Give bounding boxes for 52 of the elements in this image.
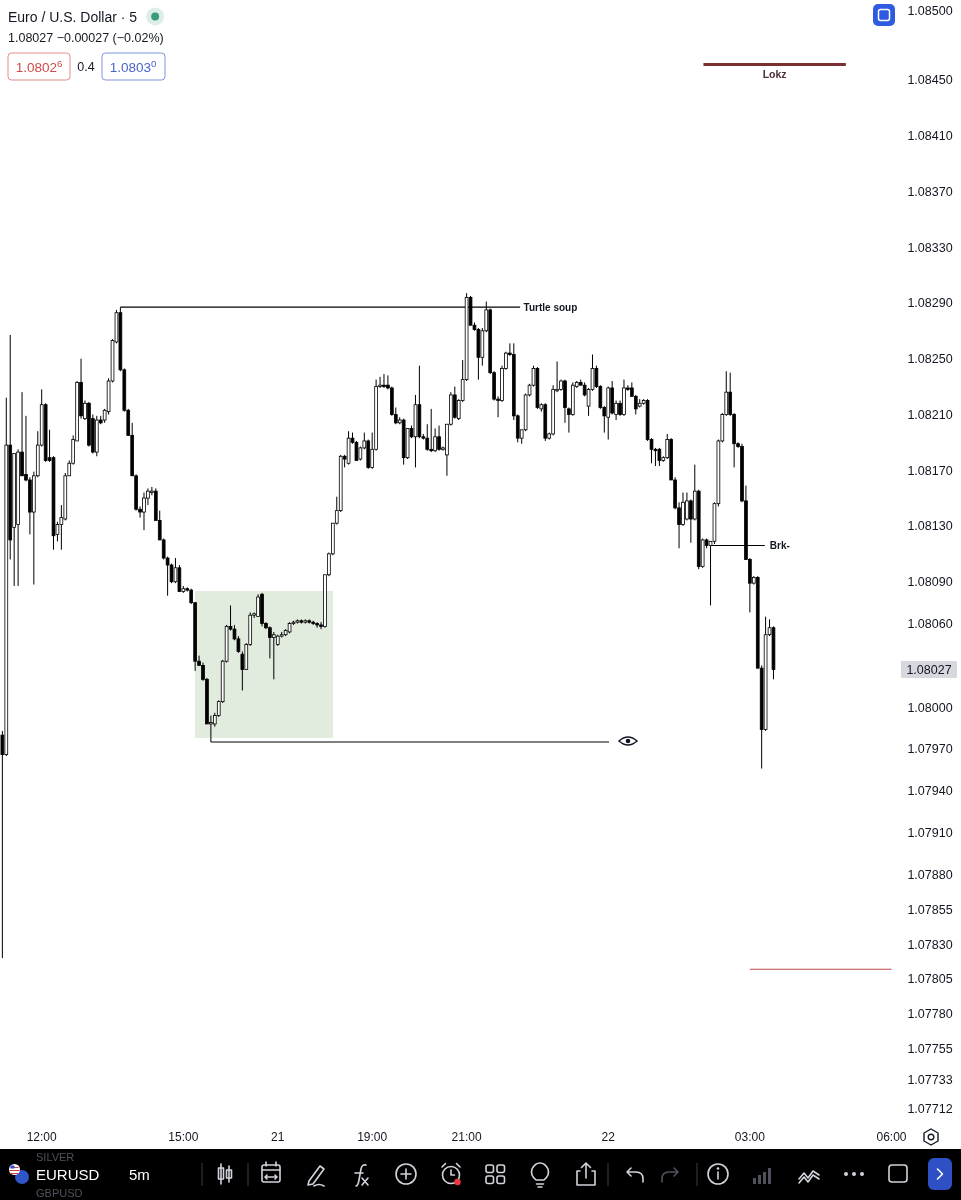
y-tick-label: 1.08090 — [907, 575, 953, 590]
y-tick-label: 1.08210 — [907, 407, 953, 422]
candlestick — [425, 423, 430, 452]
chart-title: Euro / U.S. Dollar · 5 — [8, 8, 138, 25]
annotation: 1.0803$^{0}$ — [109, 57, 157, 75]
annotation: Brk- — [769, 540, 790, 551]
y-tick-label: 1.07830 — [907, 937, 953, 952]
text: 5m — [129, 1165, 150, 1183]
text: SILVER — [36, 1151, 75, 1163]
x-tick-label: 12:00 — [26, 1130, 58, 1144]
y-tick-label: 1.07780 — [907, 1007, 953, 1022]
y-tick-label: 1.07880 — [907, 867, 953, 882]
y-tick-label: 1.08330 — [907, 240, 953, 255]
candlestick — [429, 408, 434, 453]
annotation: Lokz — [762, 67, 787, 80]
y-tick-label: 1.08290 — [907, 296, 953, 311]
annotation: 0.4 — [77, 60, 95, 74]
text: EURUSD — [36, 1165, 100, 1183]
x-tick-label: 06:00 — [876, 1130, 907, 1144]
candlestick — [437, 425, 441, 452]
annotation: 1.0802$^{6}$ — [15, 57, 63, 75]
y-tick-label: 1.08060 — [907, 616, 953, 631]
y-tick-label: 1.07940 — [907, 784, 953, 799]
candlestick — [382, 373, 386, 389]
candlestick — [142, 492, 146, 531]
text: GBPUSD — [36, 1187, 83, 1199]
y-tick-label: 1.07733 — [907, 1072, 953, 1087]
x-tick-label: 22 — [601, 1130, 616, 1144]
text: 1.08027 −0.00027 (−0.02%) — [8, 30, 164, 45]
y-tick-label: 1.08250 — [907, 352, 953, 367]
annotation: Turtle soup — [523, 301, 578, 313]
y-tick-label: 1.08130 — [907, 519, 953, 534]
y-tick-label: 1.07805 — [907, 972, 953, 987]
x-tick-label: 15:00 — [168, 1130, 199, 1144]
x-tick-label: 03:00 — [734, 1130, 766, 1144]
candlestick — [315, 621, 319, 629]
y-tick-label: 1.08450 — [907, 73, 953, 88]
y-tick-label: 1.07910 — [907, 826, 953, 841]
x-tick-label: 19:00 — [357, 1130, 388, 1144]
x-tick-label: 21 — [271, 1130, 285, 1144]
y-tick-label: 1.08370 — [907, 184, 953, 199]
text: 1.08027 — [906, 662, 952, 677]
y-tick-label: 1.08410 — [907, 129, 953, 144]
candlestick — [272, 631, 276, 680]
y-tick-label: 1.08170 — [907, 463, 953, 478]
y-tick-label: 1.08500 — [907, 3, 953, 18]
y-tick-label: 1.07855 — [907, 902, 953, 917]
x-tick-label: 21:00 — [451, 1130, 482, 1144]
y-tick-label: 1.07970 — [907, 742, 953, 757]
y-tick-label: 1.07712 — [907, 1102, 953, 1117]
y-tick-label: 1.07755 — [907, 1042, 953, 1057]
y-tick-label: 1.08000 — [907, 700, 953, 715]
